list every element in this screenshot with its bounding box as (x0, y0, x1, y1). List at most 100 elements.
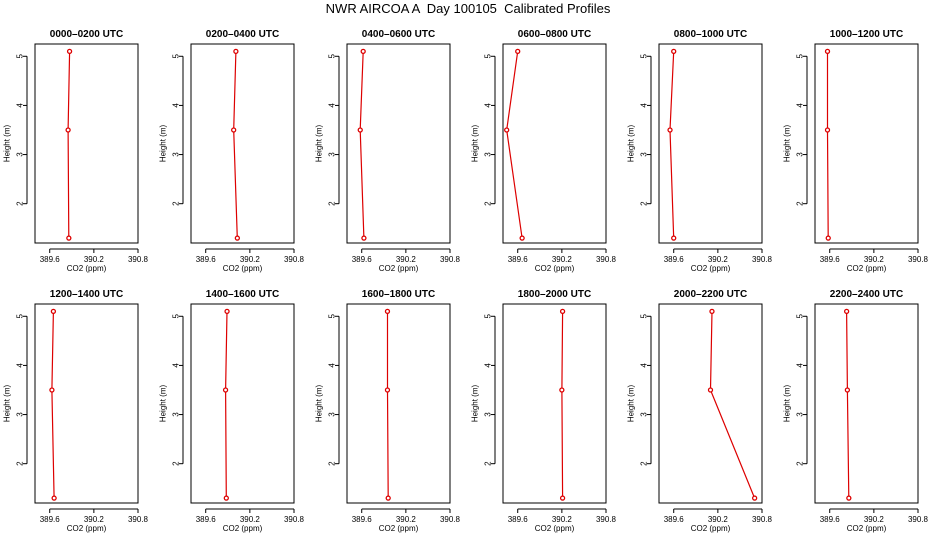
x-tick-label: 390.2 (84, 255, 105, 264)
panel-title: 0400–0600 UTC (362, 29, 435, 40)
data-point (671, 48, 677, 55)
profile-line (386, 311, 389, 499)
y-tick-label: 3 (640, 412, 649, 417)
plot-frame (814, 303, 919, 504)
data-point (671, 235, 677, 241)
plot-frame (190, 303, 295, 504)
profile-line (561, 311, 564, 499)
y-tick-label: 5 (796, 54, 805, 59)
y-tick-label: 2 (484, 201, 493, 206)
y-axis-label: Height (m) (159, 384, 168, 422)
profile-line (51, 311, 55, 499)
x-axis-label: CO2 (ppm) (223, 264, 263, 273)
profile-line (669, 51, 675, 239)
panel-title: 0800–1000 UTC (674, 29, 747, 40)
y-tick-label: 3 (328, 152, 337, 157)
y-tick-label: 4 (172, 363, 181, 368)
x-axis-label: CO2 (ppm) (691, 264, 731, 273)
x-tick-label: 390.2 (240, 515, 261, 524)
x-tick-label: 390.2 (552, 255, 573, 264)
plot-frame (502, 43, 607, 244)
data-point (66, 48, 73, 55)
y-axis-label: Height (m) (627, 384, 636, 422)
y-tick-label: 4 (16, 103, 25, 108)
x-axis-label: CO2 (ppm) (847, 524, 887, 533)
y-tick-label: 5 (328, 314, 337, 319)
panel-title: 1400–1600 UTC (206, 289, 279, 300)
y-tick-label: 5 (484, 314, 493, 319)
x-tick-label: 390.8 (440, 255, 461, 264)
y-tick-label: 3 (484, 152, 493, 157)
panel-title: 1000–1200 UTC (830, 29, 903, 40)
profile-line (359, 51, 365, 239)
y-tick-label: 4 (796, 103, 805, 108)
x-tick-label: 389.6 (664, 255, 685, 264)
data-point (707, 387, 714, 393)
plot-frame (346, 303, 451, 504)
panel-8: 1400–1600 UTC 389.6 390.2 390.8 CO2 (ppm) 2 3 4… (159, 289, 305, 533)
data-point (224, 308, 230, 315)
y-tick-label: 3 (796, 152, 805, 157)
x-tick-label: 389.6 (664, 515, 685, 524)
profile-line (67, 51, 71, 239)
x-tick-label: 390.2 (84, 515, 105, 524)
x-axis-label: CO2 (ppm) (67, 524, 107, 533)
data-point (51, 495, 57, 501)
data-point (846, 495, 852, 501)
y-tick-label: 5 (796, 314, 805, 319)
y-tick-label: 2 (16, 201, 25, 206)
y-tick-label: 3 (796, 412, 805, 417)
y-tick-label: 2 (172, 201, 181, 206)
data-point (222, 387, 229, 393)
y-tick-label: 5 (484, 54, 493, 59)
y-tick-label: 3 (172, 412, 181, 417)
y-axis-label: Height (m) (159, 124, 168, 162)
panel-title: 0000–0200 UTC (50, 29, 123, 40)
x-tick-label: 390.8 (128, 255, 149, 264)
panel-title: 1600–1800 UTC (362, 289, 435, 300)
panel-6: 1000–1200 UTC 389.6 390.2 390.8 CO2 (ppm) 2 3 4… (783, 29, 929, 273)
x-tick-label: 390.2 (708, 255, 729, 264)
x-tick-label: 390.8 (752, 515, 773, 524)
data-point (65, 127, 71, 133)
profile-line (826, 51, 829, 239)
x-tick-label: 389.6 (196, 255, 217, 264)
y-axis-label: Height (m) (471, 384, 480, 422)
data-point (231, 127, 237, 133)
x-tick-label: 389.6 (40, 255, 61, 264)
data-point (559, 387, 565, 393)
y-tick-label: 3 (16, 152, 25, 157)
plot-frame (658, 43, 763, 244)
data-point (223, 495, 229, 501)
y-tick-label: 2 (640, 461, 649, 466)
data-point (384, 387, 391, 393)
data-point (50, 308, 57, 315)
y-tick-label: 2 (796, 201, 805, 206)
y-tick-label: 2 (328, 201, 337, 206)
panel-title: 1200–1400 UTC (50, 289, 123, 300)
panel-11: 2000–2200 UTC 389.6 390.2 390.8 CO2 (ppm) 2 3 4… (627, 289, 773, 533)
plot-frame (190, 43, 295, 244)
y-tick-label: 3 (172, 152, 181, 157)
y-axis-label: Height (m) (315, 384, 324, 422)
figure-title: NWR AIRCOA A Day 100105 Calibrated Profi… (325, 1, 611, 16)
data-point (361, 235, 367, 241)
panel-title: 2000–2200 UTC (674, 289, 747, 300)
plot-frame (34, 303, 139, 504)
panel-12: 2200–2400 UTC 389.6 390.2 390.8 CO2 (ppm) 2 3 4… (783, 289, 929, 533)
panel-9: 1600–1800 UTC 389.6 390.2 390.8 CO2 (ppm) 2 3 4… (315, 289, 461, 533)
x-tick-label: 389.6 (40, 515, 61, 524)
x-axis-label: CO2 (ppm) (535, 524, 575, 533)
panel-10: 1800–2000 UTC 389.6 390.2 390.8 CO2 (ppm) 2 3 4… (471, 289, 617, 533)
y-axis-label: Height (m) (471, 124, 480, 162)
x-tick-label: 389.6 (508, 515, 529, 524)
x-tick-label: 390.8 (440, 515, 461, 524)
y-axis-label: Height (m) (3, 124, 12, 162)
x-tick-label: 389.6 (820, 255, 841, 264)
plot-frame (658, 303, 763, 504)
data-point (825, 235, 831, 241)
data-point (49, 387, 55, 393)
data-point (751, 495, 758, 501)
y-tick-label: 4 (484, 363, 493, 368)
y-axis-label: Height (m) (783, 124, 792, 162)
